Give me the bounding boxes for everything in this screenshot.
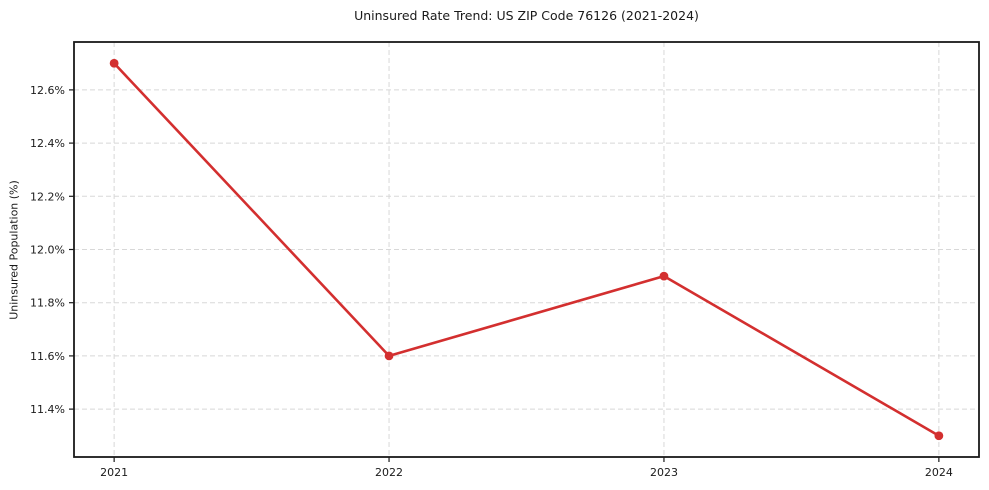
x-tick-label: 2022 xyxy=(375,466,403,479)
x-tick-label: 2024 xyxy=(925,466,953,479)
data-point xyxy=(934,431,944,441)
y-tick-label: 11.8% xyxy=(30,297,65,310)
y-tick-label: 12.4% xyxy=(30,137,65,150)
y-tick-label: 11.6% xyxy=(30,350,65,363)
y-tick-label: 11.4% xyxy=(30,403,65,416)
plot-border xyxy=(73,41,980,458)
data-point xyxy=(384,351,394,361)
y-axis-label: Uninsured Population (%) xyxy=(7,180,21,320)
y-tick-label: 12.6% xyxy=(30,84,65,97)
data-point xyxy=(659,271,669,281)
data-point xyxy=(109,58,119,68)
trend-line xyxy=(112,61,941,438)
x-tick-label: 2021 xyxy=(100,466,128,479)
chart-title: Uninsured Rate Trend: US ZIP Code 76126 … xyxy=(354,8,699,23)
y-tick-label: 12.0% xyxy=(30,244,65,257)
x-tick-label: 2023 xyxy=(650,466,678,479)
y-tick-label: 12.2% xyxy=(30,190,65,203)
